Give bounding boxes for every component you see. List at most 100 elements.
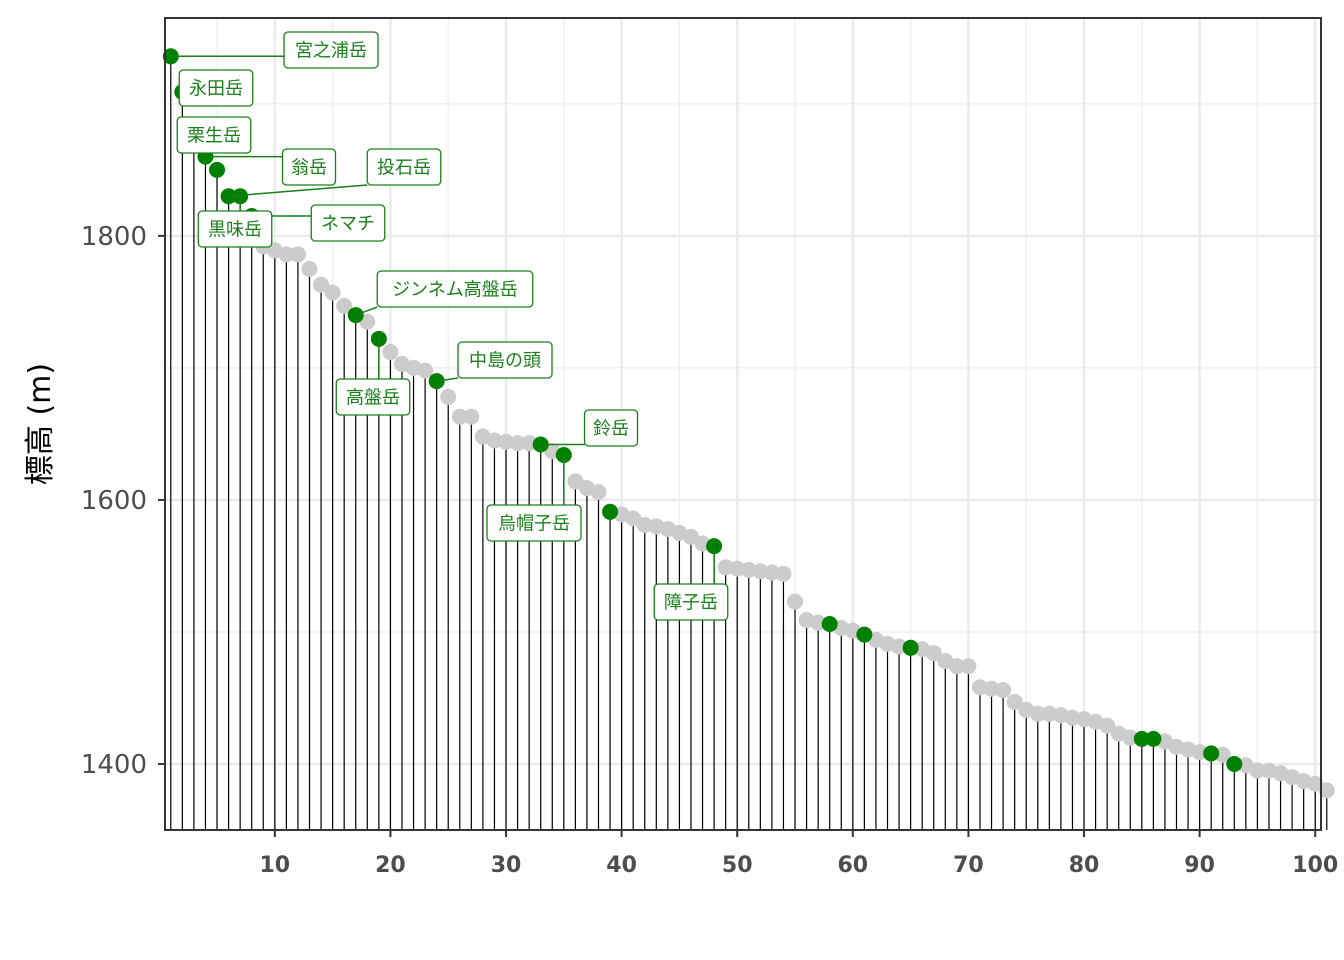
peak-label-box	[376, 270, 534, 308]
peak-label: 中島の頭	[469, 351, 541, 372]
data-point	[289, 246, 306, 263]
data-point	[995, 682, 1012, 699]
data-point	[1318, 782, 1335, 799]
highlight-point	[1145, 730, 1162, 747]
x-tick-label: 10	[260, 853, 291, 878]
peak-label: 障子岳	[664, 593, 718, 614]
peak-label-box	[283, 31, 379, 69]
data-point	[486, 432, 503, 449]
peak-label-box	[366, 148, 442, 186]
data-point	[983, 680, 1000, 697]
peak-label-box	[197, 210, 273, 248]
x-tick-label: 50	[722, 853, 753, 878]
peak-label-box	[653, 583, 729, 621]
data-point	[1064, 709, 1081, 726]
peak-label-box	[310, 204, 386, 242]
y-axis-label: 標高 (m)	[23, 363, 58, 485]
x-tick-label: 100	[1292, 853, 1338, 878]
data-point	[1041, 705, 1058, 722]
data-point	[509, 435, 526, 452]
peak-label: 高盤岳	[346, 388, 400, 409]
points	[162, 48, 1335, 799]
peak-label: 黒味岳	[208, 220, 262, 241]
highlight-point	[821, 616, 838, 633]
peak-label: 投石岳	[377, 158, 431, 179]
peak-label: ジンネム高盤岳	[392, 280, 518, 301]
x-tick-label: 70	[953, 853, 984, 878]
data-point	[278, 246, 295, 263]
data-point	[948, 658, 965, 675]
y-tick-label: 1800	[81, 222, 147, 252]
label-leader	[436, 377, 459, 382]
peak-label-box	[335, 378, 411, 416]
data-point	[775, 565, 792, 582]
data-point	[1191, 744, 1208, 761]
peak-label: 栗生岳	[187, 126, 241, 147]
x-tick-label: 80	[1069, 853, 1100, 878]
peak-label: ネマチ	[321, 214, 375, 235]
data-point	[729, 560, 746, 577]
highlight-point	[1133, 730, 1150, 747]
highlight-point	[1203, 745, 1220, 762]
data-point	[440, 388, 457, 405]
data-point	[1099, 717, 1116, 734]
peak-label-box	[178, 69, 254, 107]
data-point	[336, 297, 353, 314]
data-point	[463, 408, 480, 425]
peak-label-box	[457, 341, 553, 379]
data-point	[301, 260, 318, 277]
data-point	[717, 559, 734, 576]
data-point	[1029, 705, 1046, 722]
peak-label: 翁岳	[291, 158, 327, 179]
highlight-point	[902, 639, 919, 656]
data-point	[925, 645, 942, 662]
x-tick-label: 40	[606, 853, 637, 878]
x-tick-label: 90	[1184, 853, 1215, 878]
data-point	[752, 563, 769, 580]
stems	[170, 56, 1328, 830]
data-point	[787, 593, 804, 610]
highlight-point	[1226, 755, 1243, 772]
data-point	[521, 435, 538, 452]
grid-minor	[165, 18, 1321, 830]
data-point	[1249, 762, 1266, 779]
plot-border	[164, 17, 1322, 831]
label-leader	[355, 306, 378, 316]
data-point	[498, 433, 515, 450]
x-axis: 10 20 30 40 50 60 70 80 90 100	[260, 830, 1338, 878]
peak-label: 宮之浦岳	[295, 41, 367, 62]
data-point	[763, 564, 780, 581]
data-point	[382, 344, 399, 361]
data-point	[451, 408, 468, 425]
data-point	[810, 614, 827, 631]
peak-label: 鈴岳	[593, 419, 629, 440]
peak-label-box	[281, 148, 337, 186]
peak-label: 烏帽子岳	[498, 514, 570, 535]
data-point	[1122, 729, 1139, 746]
highlight-point	[602, 503, 619, 520]
peak-label-box	[486, 504, 582, 542]
highlight-point	[209, 161, 226, 178]
data-point	[960, 658, 977, 675]
data-point	[891, 638, 908, 655]
y-axis: 1400 1600 1800	[81, 222, 165, 780]
x-tick-label: 20	[375, 853, 406, 878]
x-tick-label: 60	[838, 853, 869, 878]
peak-label: 永田岳	[189, 79, 243, 100]
data-point	[417, 362, 434, 379]
y-tick-label: 1400	[81, 750, 147, 780]
highlight-point	[856, 626, 873, 643]
data-point	[324, 284, 341, 301]
y-tick-label: 1600	[81, 486, 147, 516]
data-point	[590, 483, 607, 500]
data-point	[313, 276, 330, 293]
data-point	[971, 679, 988, 696]
data-point	[1214, 746, 1231, 763]
peak-label-box	[176, 116, 252, 154]
plot-background	[165, 18, 1321, 830]
data-point	[740, 561, 757, 578]
x-tick-label: 30	[491, 853, 522, 878]
label-leader	[228, 184, 368, 197]
